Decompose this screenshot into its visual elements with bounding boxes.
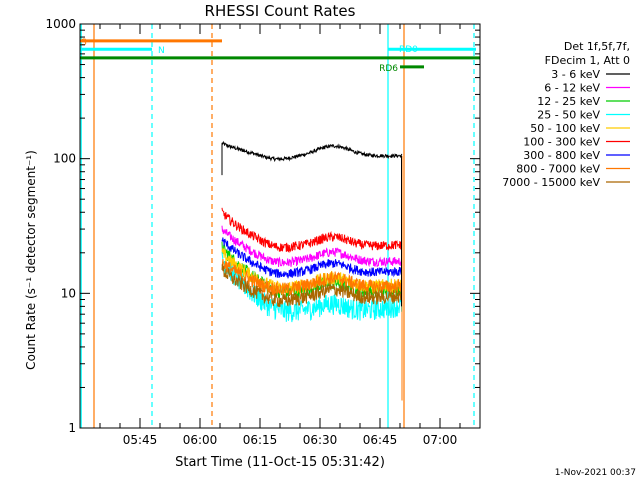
- series-line: [221, 258, 403, 297]
- legend-label: 6 - 12 keV: [544, 82, 600, 95]
- series-line: [221, 207, 403, 253]
- legend-label: 12 - 25 keV: [537, 95, 600, 108]
- x-tick-label: 06:30: [303, 433, 338, 447]
- x-tick-label: 06:15: [243, 433, 278, 447]
- flag-label: RD0: [399, 45, 418, 55]
- y-tick-label: 10: [61, 286, 76, 300]
- series-line: [221, 263, 403, 308]
- flag-label: N: [158, 46, 165, 56]
- legend-label: 800 - 7000 keV: [516, 163, 600, 176]
- legend-label: 3 - 6 keV: [551, 68, 600, 81]
- x-tick-label: 06:45: [363, 433, 398, 447]
- legend-header: Det 1f,5f,7f,: [564, 40, 630, 53]
- legend-label: 25 - 50 keV: [537, 109, 600, 122]
- x-tick-label: 05:45: [123, 433, 158, 447]
- y-tick-label: 100: [53, 152, 76, 166]
- series-line: [221, 225, 403, 268]
- chart-title: RHESSI Count Rates: [205, 2, 356, 20]
- footer-date: 1-Nov-2021 00:37: [555, 468, 636, 478]
- flag-label: RD6: [379, 64, 398, 74]
- series-line: [221, 237, 403, 279]
- legend-header: FDecim 1, Att 0: [545, 54, 630, 67]
- legend-label: 50 - 100 keV: [530, 122, 600, 135]
- y-axis-label: Count Rate (s⁻¹ detector segment⁻¹): [24, 150, 38, 370]
- x-tick-label: 06:00: [183, 433, 218, 447]
- plot-frame: [79, 23, 481, 429]
- x-axis-label: Start Time (11-Oct-15 05:31:42): [175, 455, 385, 470]
- flag-label: S: [81, 38, 87, 48]
- y-tick-label: 1000: [45, 17, 76, 31]
- legend-label: 7000 - 15000 keV: [502, 176, 600, 189]
- y-tick-label: 1: [68, 421, 76, 435]
- legend-label: 300 - 800 keV: [523, 149, 600, 162]
- x-tick-label: 07:00: [423, 433, 458, 447]
- series-line: [221, 140, 403, 163]
- legend-label: 100 - 300 keV: [523, 136, 600, 149]
